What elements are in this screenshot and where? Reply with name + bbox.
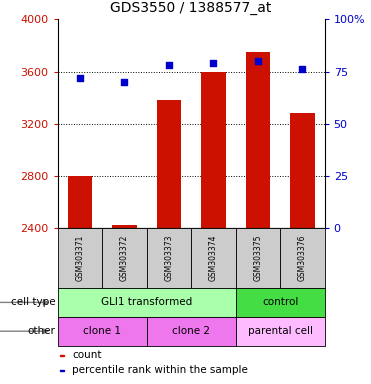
Bar bbox=[58, 228, 102, 288]
Bar bbox=[60, 370, 63, 371]
Bar bbox=[60, 355, 63, 356]
Bar bbox=[102, 228, 147, 288]
Bar bbox=[280, 228, 325, 288]
Bar bbox=[191, 228, 236, 288]
Title: GDS3550 / 1388577_at: GDS3550 / 1388577_at bbox=[111, 2, 272, 15]
Bar bbox=[157, 100, 181, 228]
Text: other: other bbox=[28, 326, 56, 336]
Bar bbox=[68, 176, 92, 228]
Text: GSM303372: GSM303372 bbox=[120, 235, 129, 281]
Text: clone 2: clone 2 bbox=[172, 326, 210, 336]
Bar bbox=[246, 52, 270, 228]
Text: control: control bbox=[262, 297, 298, 308]
Bar bbox=[112, 225, 137, 228]
Bar bbox=[58, 288, 236, 317]
Bar bbox=[290, 113, 315, 228]
Point bbox=[77, 75, 83, 81]
Text: GSM303371: GSM303371 bbox=[75, 235, 84, 281]
Text: percentile rank within the sample: percentile rank within the sample bbox=[72, 366, 248, 376]
Point bbox=[210, 60, 216, 66]
Text: count: count bbox=[72, 350, 102, 360]
Text: GSM303376: GSM303376 bbox=[298, 235, 307, 281]
Text: GSM303374: GSM303374 bbox=[209, 235, 218, 281]
Bar bbox=[236, 317, 325, 346]
Text: GLI1 transformed: GLI1 transformed bbox=[101, 297, 192, 308]
Text: GSM303375: GSM303375 bbox=[253, 235, 262, 281]
Text: GSM303373: GSM303373 bbox=[164, 235, 173, 281]
Text: cell type: cell type bbox=[11, 297, 56, 308]
Point bbox=[255, 58, 261, 64]
Bar bbox=[236, 228, 280, 288]
Bar bbox=[147, 228, 191, 288]
Bar bbox=[58, 317, 147, 346]
Point bbox=[121, 79, 127, 85]
Text: clone 1: clone 1 bbox=[83, 326, 121, 336]
Bar bbox=[201, 71, 226, 228]
Point bbox=[299, 66, 305, 73]
Bar bbox=[236, 288, 325, 317]
Text: parental cell: parental cell bbox=[247, 326, 313, 336]
Bar bbox=[147, 317, 236, 346]
Point bbox=[166, 62, 172, 68]
